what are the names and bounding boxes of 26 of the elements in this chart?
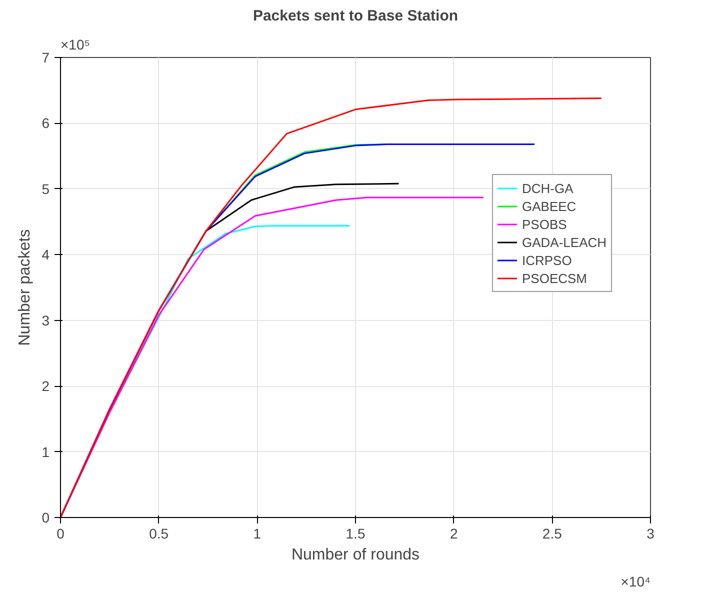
y-tick-label: 5 xyxy=(42,180,50,197)
legend-label: PSOBS xyxy=(522,216,567,233)
y-tick-label: 6 xyxy=(42,115,50,132)
x-tick-label: 3 xyxy=(646,526,655,542)
y-tick-label: 1 xyxy=(42,444,50,460)
x-tick-label: 2.5 xyxy=(542,526,562,542)
chart-title: Packets sent to Base Station xyxy=(252,8,458,24)
x-tick-label: 1 xyxy=(253,526,262,542)
y-axis-title: Number packets xyxy=(16,229,34,346)
x-tick-label: 1.5 xyxy=(346,526,366,542)
text: ×10⁴ xyxy=(620,574,650,590)
y-tick-label: 3 xyxy=(42,312,50,328)
y-tick-label: 0 xyxy=(42,510,50,526)
legend-label: PSOECSM xyxy=(522,270,588,287)
y-tick-label: 2 xyxy=(42,378,50,394)
x-tick-label: 0.5 xyxy=(149,526,169,542)
y-tick-label: 7 xyxy=(42,50,50,66)
x-tick-label: 0 xyxy=(56,526,65,542)
y-tick-label: 4 xyxy=(42,246,50,263)
legend-label: GABEEC xyxy=(522,198,576,215)
legend-label: DCH-GA xyxy=(522,180,574,197)
legend-label: GADA-LEACH xyxy=(522,234,607,251)
legend-label: ICRPSO xyxy=(522,252,572,269)
x-tick-label: 2 xyxy=(450,526,458,542)
text: ×10⁵ xyxy=(60,36,90,52)
x-axis-title: Number of rounds xyxy=(291,546,420,564)
